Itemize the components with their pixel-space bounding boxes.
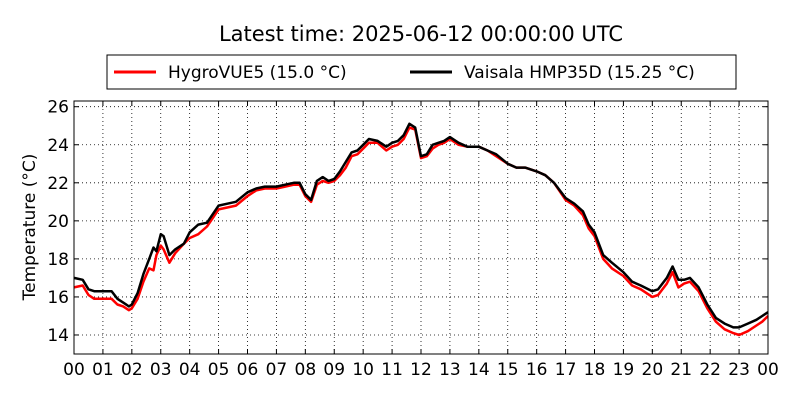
y-tick-labels: 14 16 18 20 22 24 26 [47, 98, 69, 346]
x-tick-label: 06 [237, 360, 259, 380]
x-tick-label: 09 [323, 360, 345, 380]
x-tick-label: 19 [613, 360, 635, 380]
y-tick-label: 26 [47, 98, 69, 118]
x-tick-label: 10 [352, 360, 374, 380]
x-tick-label: 07 [266, 360, 288, 380]
x-tick-label: 13 [439, 360, 461, 380]
chart-title: Latest time: 2025-06-12 00:00:00 UTC [219, 22, 623, 46]
y-tick-label: 24 [47, 136, 69, 156]
plot-area-frame [73, 100, 769, 355]
x-tick-label: 00 [757, 360, 779, 380]
x-tick-label: 11 [381, 360, 403, 380]
x-tick-label: 20 [642, 360, 664, 380]
y-axis-label: Temperature (°C) [20, 154, 40, 302]
x-tick-labels: 00 01 02 03 04 05 06 07 08 09 10 11 12 13 14 15 16 17 18 19… [63, 360, 779, 380]
x-tick-label: 22 [699, 360, 721, 380]
x-tick-label: 01 [92, 360, 114, 380]
x-tick-label: 12 [410, 360, 432, 380]
grid-lines [73, 101, 769, 354]
series-line-hygrovue5-15-0-c [73, 126, 769, 337]
x-tick-label: 02 [121, 360, 143, 380]
y-tick-label: 22 [47, 174, 69, 194]
x-tick-label: 16 [526, 360, 548, 380]
y-tick-label: 16 [47, 288, 69, 308]
y-tick-label: 18 [47, 250, 69, 270]
x-tick-label: 00 [63, 360, 85, 380]
x-tick-label: 18 [584, 360, 606, 380]
axis-ticks [73, 101, 769, 354]
legend-label-vaisala: Vaisala HMP35D (15.25 °C) [464, 63, 695, 83]
x-tick-label: 21 [670, 360, 692, 380]
x-tick-label: 23 [728, 360, 750, 380]
series-line-vaisala-hmp35d-15-25-c [73, 122, 769, 329]
x-tick-label: 04 [179, 360, 201, 380]
x-tick-label: 15 [497, 360, 519, 380]
x-tick-label: 14 [468, 360, 490, 380]
x-tick-label: 08 [295, 360, 317, 380]
x-tick-label: 05 [208, 360, 230, 380]
chart-legend: HygroVUE5 (15.0 °C) Vaisala HMP35D (15.2… [106, 54, 737, 90]
y-tick-label: 20 [47, 212, 69, 232]
x-tick-label: 17 [555, 360, 577, 380]
x-tick-label: 03 [150, 360, 172, 380]
data-series [73, 122, 769, 337]
y-tick-label: 14 [47, 326, 69, 346]
legend-label-hygrovue5: HygroVUE5 (15.0 °C) [168, 63, 347, 83]
